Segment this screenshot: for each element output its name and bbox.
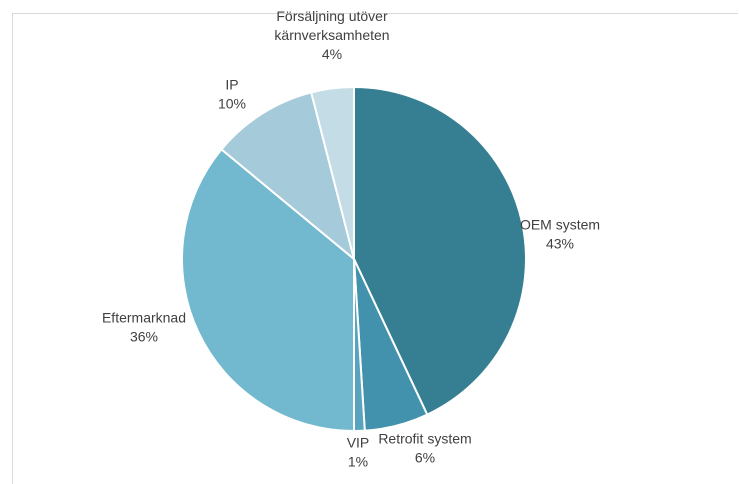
label-vip: VIP 1%: [347, 435, 370, 470]
label-eftermarknad: Eftermarknad 36%: [102, 310, 186, 345]
pie-slice-försäljning-utöver-kärnverksamheten: [310, 86, 355, 260]
label-retrofit-system: Retrofit system 6%: [378, 431, 471, 466]
chart-frame: [12, 13, 738, 484]
pie-slices: [180, 86, 527, 432]
pie-slice-ip: [220, 91, 355, 260]
pie-labels: OEM system 43% Retrofit system 6% VIP 1% Efter…: [102, 8, 600, 470]
pie-slice-eftermarknad: [180, 148, 355, 432]
label-oem-system: OEM system 43%: [520, 217, 600, 252]
label-ip: IP 10%: [218, 77, 246, 112]
label-forsaljning: Försäljning utöver kärnverksamheten 4%: [274, 8, 389, 62]
pie-slice-oem-system: [353, 86, 527, 416]
